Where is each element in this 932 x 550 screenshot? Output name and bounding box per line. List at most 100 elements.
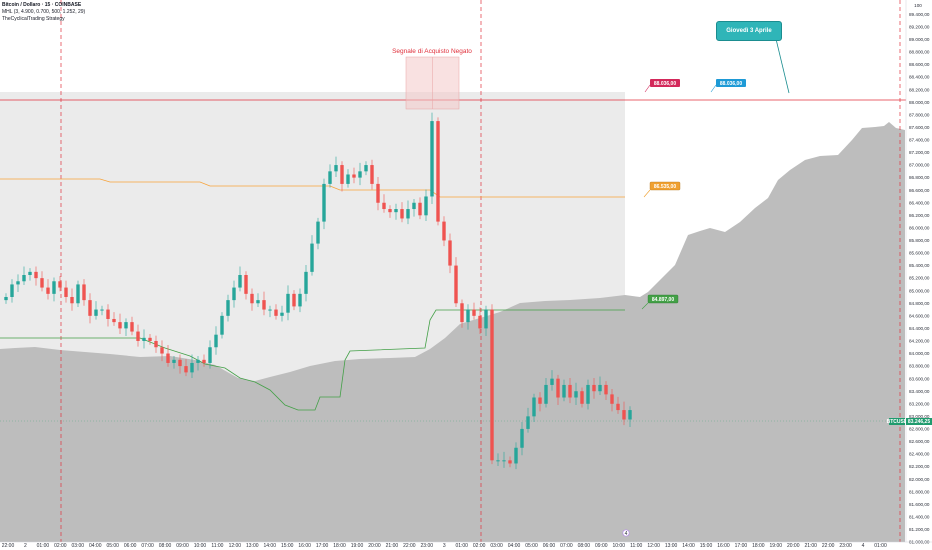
candle-body [478,315,482,329]
candle-body [232,287,236,301]
candle-body [610,394,614,404]
candle-body [376,183,380,203]
time-tick-label: 10:00 [612,543,625,549]
time-tick-label: 13:00 [665,543,678,549]
candle-body [538,397,542,404]
time-tick-label: 06:00 [543,543,556,549]
candle-body [334,165,338,172]
candle-body [160,347,164,354]
candle-body [208,347,212,363]
time-tick-label: 11:00 [630,543,642,549]
price-tick-label: 81.400,00 [909,514,930,519]
price-tick-label: 85.800,00 [909,238,930,243]
candle-body [436,121,440,222]
candle-body [370,165,374,184]
time-tick-label: 22:00 [2,543,15,549]
candle-body [76,284,80,304]
price-tick-label: 86.200,00 [909,213,930,218]
candle-body [64,287,68,297]
time-tick-label: 21:00 [386,543,399,549]
price-tick-label: 84.800,00 [909,301,930,306]
candle-body [10,284,14,297]
time-tick-label: 12:00 [229,543,242,549]
time-tick-label: 03:00 [72,543,85,549]
candle-body [616,403,620,411]
candle-body [202,359,206,363]
candle-body [388,209,392,213]
candle-body [472,309,476,316]
candle-body [316,221,320,244]
candle-body [214,334,218,348]
price-tick-label: 81.600,00 [909,502,930,507]
indicator-lines [0,99,932,411]
candle-body [100,309,104,311]
forecast-cloud [0,92,905,542]
price-tick-label: 84.200,00 [909,339,930,344]
current-price-tag [906,418,932,425]
indicator-info: MHL (3, 4.900, 0.700, 500, 1.252, 29) [2,9,86,15]
candle-body [244,275,248,294]
candle-body [346,174,350,184]
candle-body [142,337,146,341]
candle-body [604,384,608,395]
time-tick-label: 09:00 [595,543,608,549]
candle-body [394,209,398,213]
candle-body [484,309,488,329]
candle-body [262,300,266,310]
time-tick-label: 03:00 [490,543,503,549]
time-tick-label: 17:00 [735,543,748,549]
price-tick-label: 82.200,00 [909,464,930,469]
price-axis-background [906,0,932,550]
time-tick-label: 07:00 [560,543,573,549]
price-tick-label: 87.200,00 [909,150,930,155]
candle-body [88,300,92,316]
time-tick-label: 12:00 [647,543,660,549]
candle-body [532,397,536,417]
time-tick-label: 19:00 [351,543,364,549]
top-right-label: 100 [914,3,922,8]
price-tick-label: 84.000,00 [909,351,930,356]
time-tick-label: 22:00 [822,543,835,549]
candle-body [580,391,584,404]
time-tick-label: 18:00 [752,543,765,549]
price-tick-label: 83.400,00 [909,389,930,394]
candle-body [46,287,50,294]
candle-body [568,384,572,398]
time-tick-label: 11:00 [211,543,223,549]
candle-body [220,315,224,335]
candle-body [424,196,428,216]
candle-body [544,384,548,404]
level-tags: 88.036,00 88.036,00 86.535,00 84.897,00 [641,38,790,310]
price-tick-label: 86.000,00 [909,225,930,230]
candle-body [298,293,302,307]
time-tick-label: 02:00 [473,543,486,549]
price-tick-label: 81.800,00 [909,489,930,494]
candle-body [556,378,560,398]
candle-body [178,359,182,367]
price-tick-label: 82.800,00 [909,427,930,432]
candle-body [550,378,554,385]
time-tick-label: 15:00 [700,543,713,549]
candle-body [448,240,452,266]
price-tick-label: 86.400,00 [909,200,930,205]
chart-legend: Bitcoin / Dollaro · 15 · COINBASE MHL (3… [2,2,85,23]
price-tick-label: 87.400,00 [909,138,930,143]
time-tick-label: 01:00 [874,543,887,549]
candle-body [586,384,590,404]
time-tick-label: 17:00 [316,543,329,549]
candle-body [310,243,314,272]
candle-body [136,331,140,341]
candle-body [106,309,110,319]
candle-body [628,410,632,420]
date-callout: Giovedì 3 Aprile [716,21,782,41]
time-tick-label: 14:00 [682,543,695,549]
price-tick-label: 82.600,00 [909,439,930,444]
time-tick-label: 20:00 [368,543,381,549]
session-separators [0,0,905,542]
candle-body [496,460,500,462]
candle-body [592,384,596,392]
candle-body [454,265,458,304]
candle-body [286,293,290,313]
